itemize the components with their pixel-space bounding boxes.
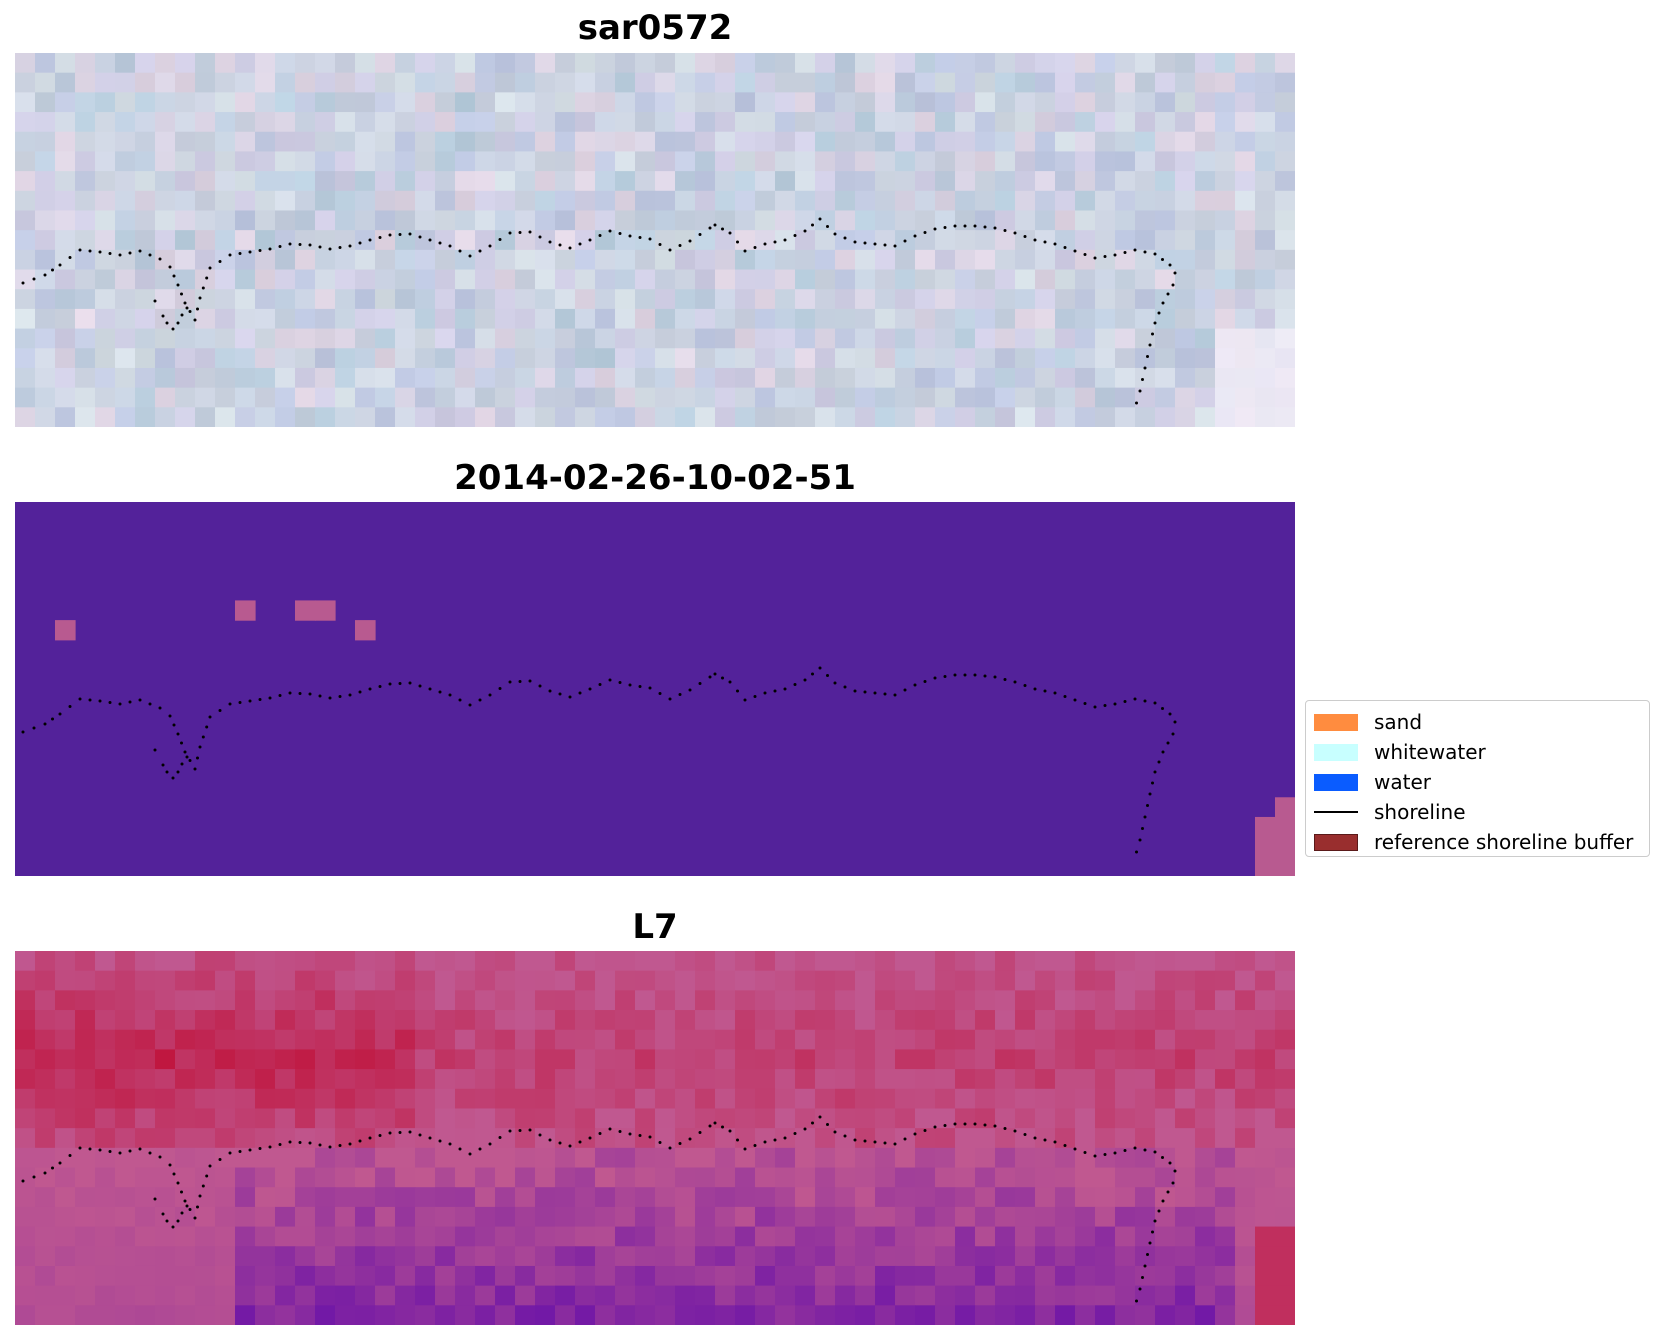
- legend-label: sand: [1374, 710, 1423, 734]
- legend-label: shoreline: [1374, 800, 1466, 824]
- shoreline-dots: [21, 1115, 1177, 1303]
- shoreline-dots: [21, 217, 1177, 405]
- index-image: [15, 951, 1295, 1325]
- legend: sand whitewater water shoreline referenc…: [1305, 700, 1650, 857]
- legend-item-reference-buffer: reference shoreline buffer: [1314, 827, 1641, 857]
- legend-item-whitewater: whitewater: [1314, 737, 1641, 767]
- panel-title-rgb: sar0572: [577, 8, 733, 48]
- classified-image: [15, 502, 1295, 876]
- index-image-panel: [15, 951, 1295, 1325]
- rgb-image-panel: [15, 53, 1295, 427]
- rgb-image: [15, 53, 1295, 427]
- shoreline-swatch: [1314, 811, 1358, 813]
- legend-item-sand: sand: [1314, 707, 1641, 737]
- panel-title-index: L7: [632, 907, 678, 947]
- legend-item-shoreline: shoreline: [1314, 797, 1641, 827]
- water-swatch: [1314, 773, 1358, 791]
- classified-image-panel: [15, 502, 1295, 876]
- legend-label: reference shoreline buffer: [1374, 830, 1634, 854]
- reference-buffer-swatch: [1314, 833, 1358, 851]
- legend-label: whitewater: [1374, 740, 1486, 764]
- legend-item-water: water: [1314, 767, 1641, 797]
- whitewater-swatch: [1314, 743, 1358, 761]
- legend-label: water: [1374, 770, 1431, 794]
- panel-title-classified: 2014-02-26-10-02-51: [454, 458, 856, 498]
- sand-swatch: [1314, 713, 1358, 731]
- shoreline-dots: [21, 666, 1177, 854]
